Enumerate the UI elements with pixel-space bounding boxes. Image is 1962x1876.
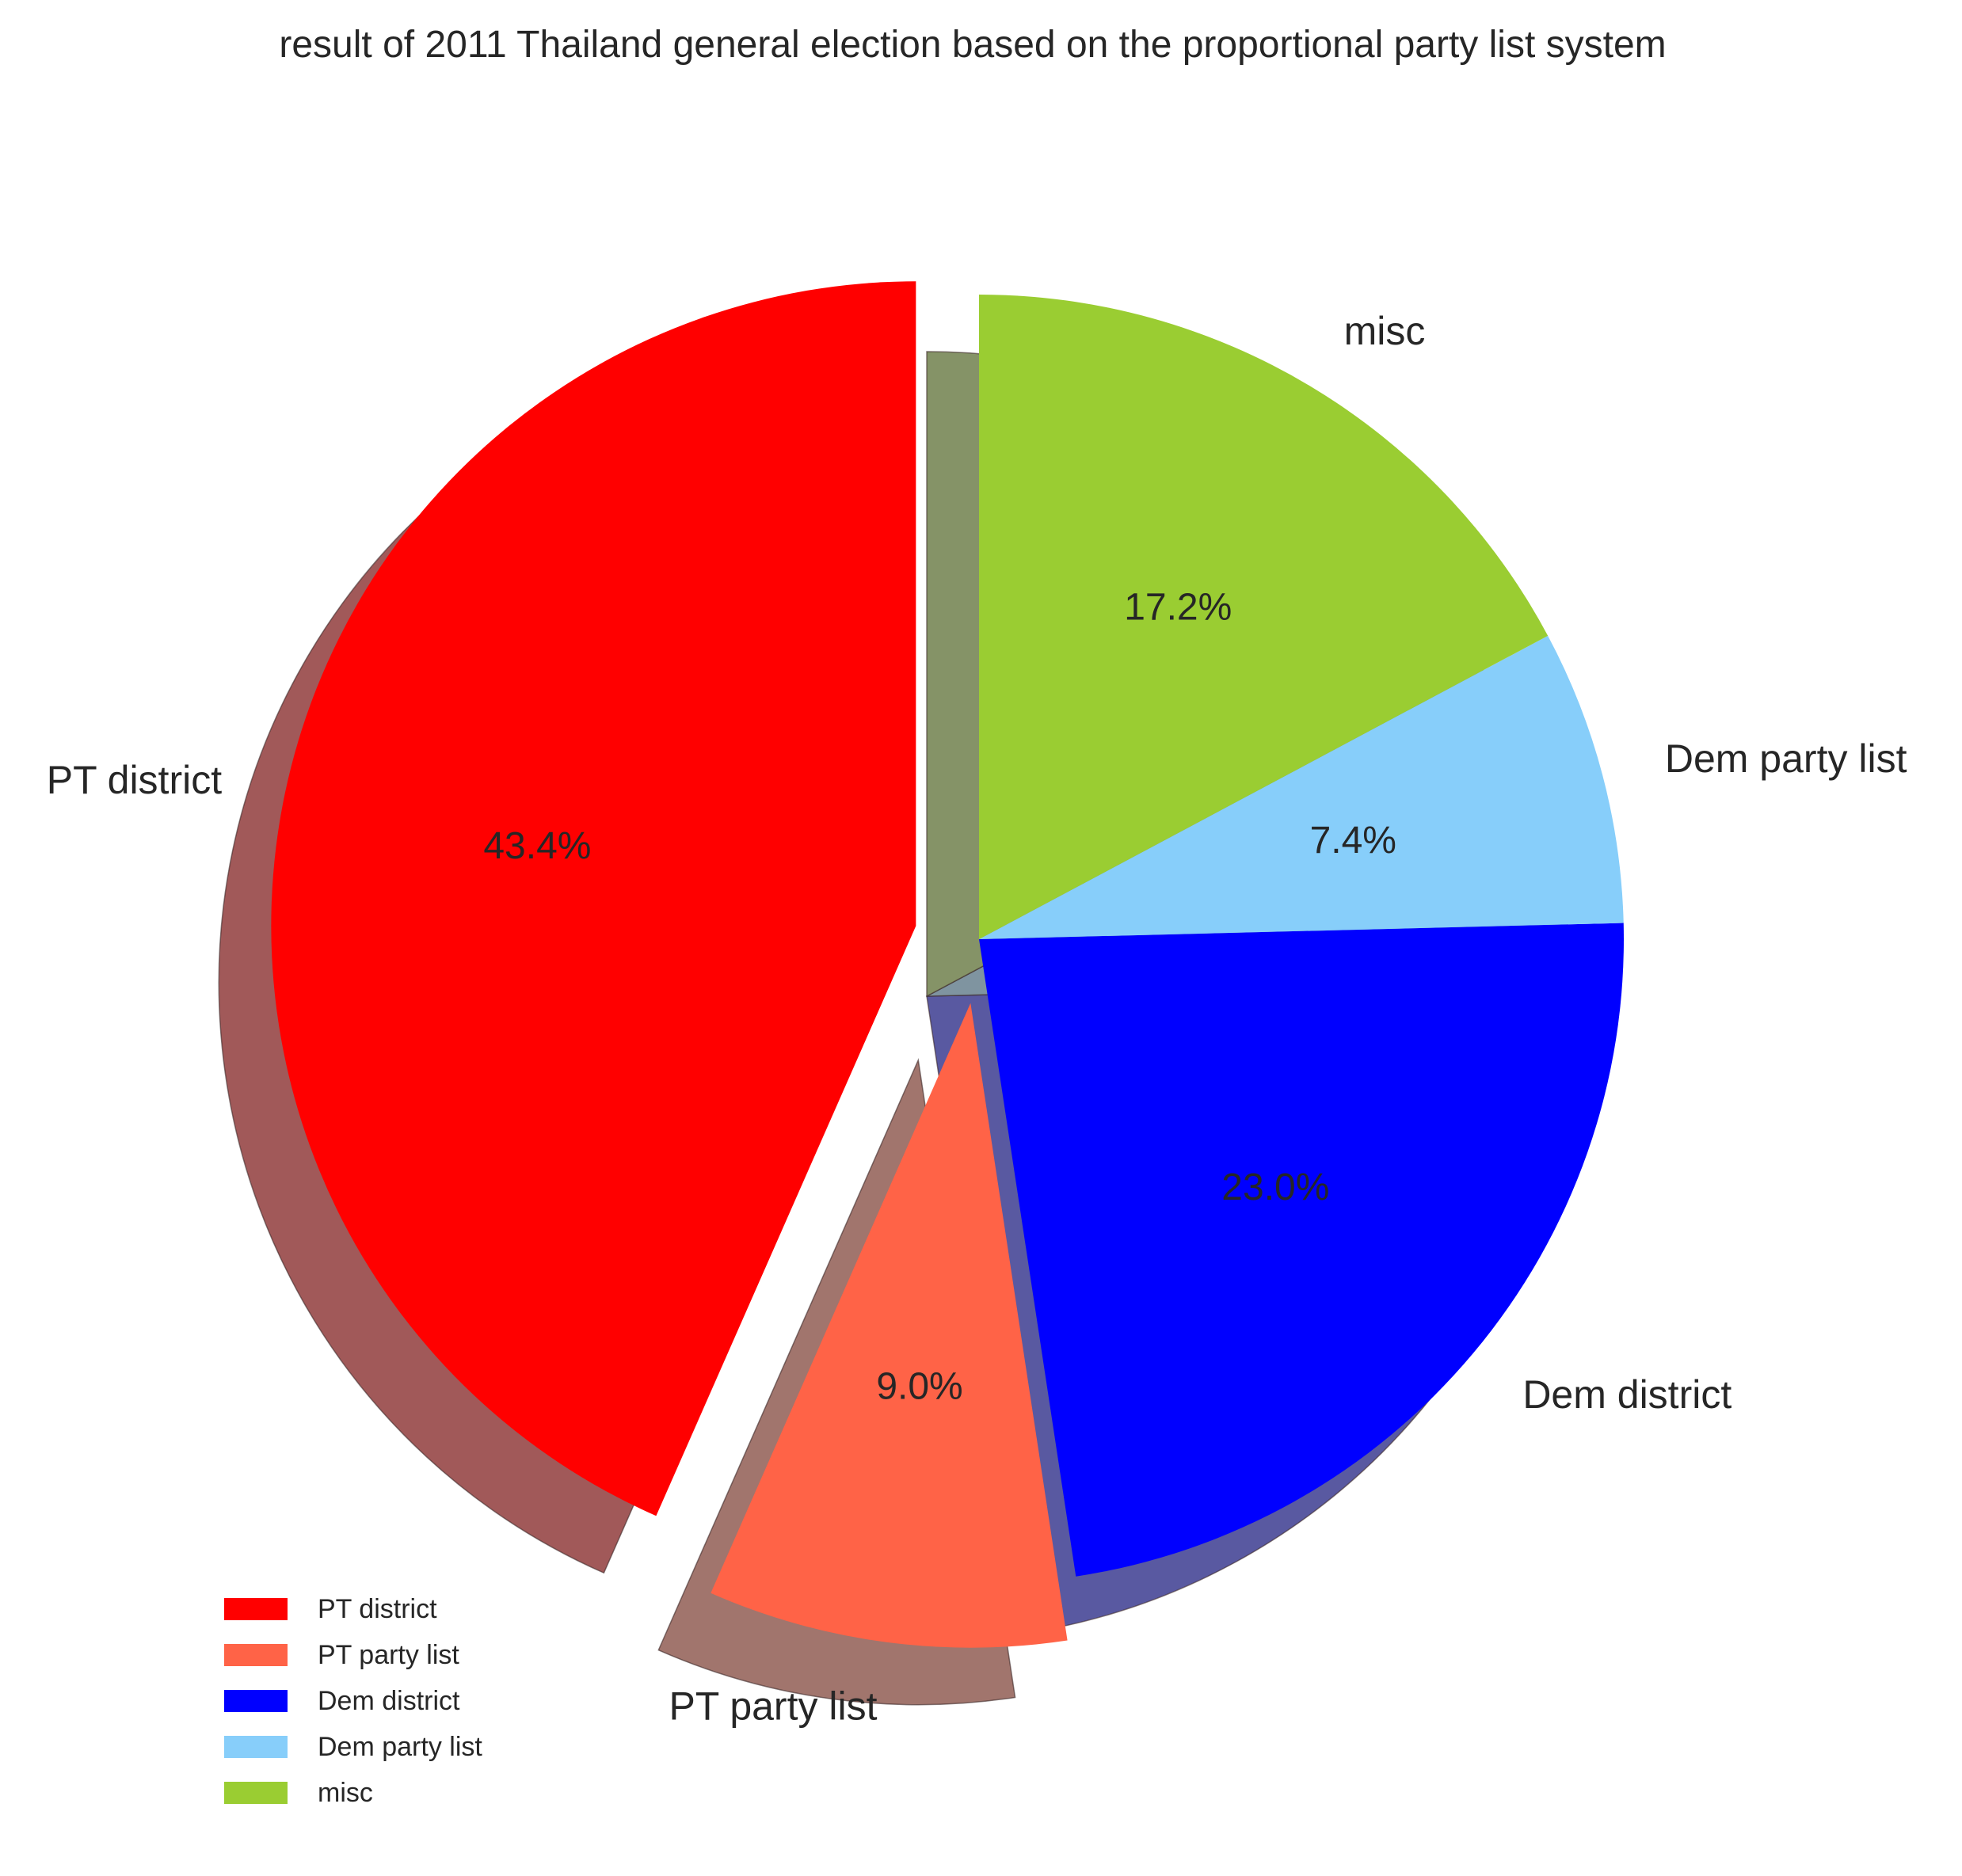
slice-label-misc: misc — [1344, 309, 1426, 353]
slice-misc — [979, 294, 1549, 939]
slice-label-pt-party-list: PT party list — [669, 1684, 877, 1728]
slice-layer — [271, 281, 1624, 1648]
legend-label-pt-district: PT district — [318, 1594, 437, 1624]
pct-label-misc: 17.2% — [1124, 587, 1232, 629]
legend-swatch-pt-district — [224, 1598, 288, 1620]
legend-label-pt-party-list: PT party list — [318, 1640, 459, 1670]
legend-label-misc: misc — [318, 1778, 373, 1808]
pct-label-pt-party-list: 9.0% — [876, 1365, 962, 1407]
label-layer: PT district 43.4% PT party list 9.0% Dem dis… — [47, 309, 1907, 1728]
pct-label-pt-district: 43.4% — [483, 825, 591, 867]
slice-label-dem-district: Dem district — [1522, 1372, 1732, 1417]
slice-label-pt-district: PT district — [47, 758, 222, 802]
chart-title: result of 2011 Thailand general election… — [279, 24, 1666, 66]
pct-label-dem-district: 23.0% — [1221, 1166, 1329, 1208]
slice-dem-party-list — [979, 635, 1624, 939]
legend-label-dem-district: Dem district — [318, 1686, 460, 1716]
legend-swatch-misc — [224, 1782, 288, 1804]
legend-swatch-pt-party-list — [224, 1644, 288, 1666]
legend-swatch-dem-party-list — [224, 1736, 288, 1758]
slice-pt-party-list — [711, 1003, 1068, 1648]
slice-label-dem-party-list: Dem party list — [1665, 736, 1907, 781]
pct-label-dem-party-list: 7.4% — [1310, 820, 1396, 862]
legend-swatch-dem-district — [224, 1690, 288, 1712]
legend: PT district PT party list Dem district Dem … — [224, 1594, 482, 1808]
legend-label-dem-party-list: Dem party list — [318, 1732, 482, 1762]
slice-dem-district — [979, 923, 1624, 1577]
slice-pt-district — [271, 281, 916, 1516]
